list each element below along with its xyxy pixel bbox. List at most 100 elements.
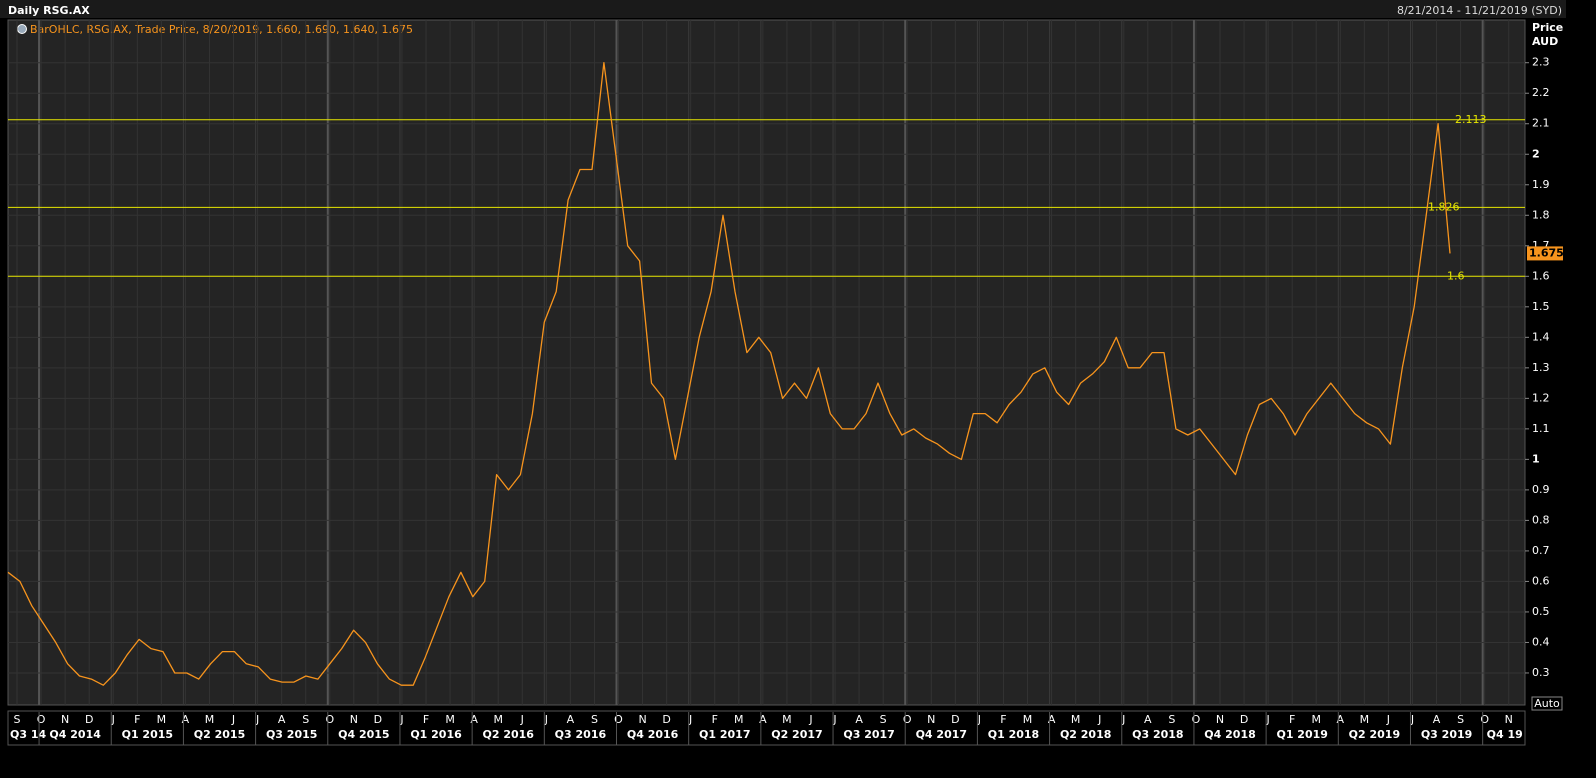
reference-label: 1.826: [1428, 200, 1460, 213]
x-month-label: J: [544, 713, 548, 726]
x-quarter-label: Q1 2019: [1276, 728, 1327, 741]
x-quarter-label: Q4 2015: [338, 728, 389, 741]
x-month-label: N: [350, 713, 358, 726]
y-tick-label: 1.1: [1532, 422, 1550, 435]
x-quarter-label: Q1 2017: [699, 728, 750, 741]
x-quarter-label: Q4 2017: [916, 728, 967, 741]
x-month-label: D: [662, 713, 670, 726]
date-range: 8/21/2014 - 11/21/2019 (SYD): [1397, 4, 1562, 17]
y-tick-label: 1.4: [1532, 330, 1550, 343]
x-month-label: J: [399, 713, 403, 726]
x-quarter-label: Q3 2015: [266, 728, 317, 741]
x-quarter-label: Q4 2014: [49, 728, 101, 741]
x-month-label: J: [255, 713, 259, 726]
y-tick-label: 1.8: [1532, 208, 1550, 221]
x-month-label: M: [782, 713, 792, 726]
x-quarter-label: Q1 2018: [988, 728, 1039, 741]
last-price-badge: [1527, 246, 1563, 261]
x-month-label: J: [1265, 713, 1269, 726]
x-month-label: S: [591, 713, 598, 726]
x-month-label: D: [951, 713, 959, 726]
y-tick-label: 1.2: [1532, 391, 1550, 404]
x-month-label: O: [1192, 713, 1201, 726]
y-tick-label: 1.3: [1532, 361, 1550, 374]
x-month-label: N: [1505, 713, 1513, 726]
legend-icon[interactable]: [17, 24, 27, 34]
x-month-label: M: [445, 713, 455, 726]
header-bar: [0, 0, 1566, 18]
x-quarter-label: Q4 19: [1487, 728, 1523, 741]
y-tick-label: 0.5: [1532, 605, 1550, 618]
reference-label: 2.113: [1455, 113, 1487, 126]
x-month-label: S: [1168, 713, 1175, 726]
x-month-label: D: [1240, 713, 1248, 726]
x-month-label: J: [688, 713, 692, 726]
x-month-label: S: [1457, 713, 1464, 726]
x-month-label: O: [37, 713, 46, 726]
x-month-label: M: [157, 713, 167, 726]
x-quarter-label: Q1 2015: [122, 728, 173, 741]
x-month-label: O: [614, 713, 623, 726]
x-month-label: N: [61, 713, 69, 726]
plot-area: [7, 19, 1526, 706]
x-month-label: N: [1216, 713, 1224, 726]
scale-mode[interactable]: Auto: [1534, 697, 1560, 710]
scale-mode-button[interactable]: [1531, 696, 1563, 711]
x-month-label: J: [520, 713, 524, 726]
x-month-label: A: [1144, 713, 1152, 726]
x-month-label: A: [1048, 713, 1056, 726]
x-quarter-label: Q3 2016: [555, 728, 607, 741]
x-month-label: A: [1433, 713, 1441, 726]
x-month-label: S: [880, 713, 887, 726]
y-tick-label: 1.5: [1532, 300, 1550, 313]
x-quarter-label: Q4 2016: [627, 728, 679, 741]
x-axis-area: [7, 710, 1526, 746]
y-tick-label: 0.9: [1532, 483, 1550, 496]
x-quarter-label: Q3 2018: [1132, 728, 1183, 741]
x-month-label: F: [134, 713, 140, 726]
y-tick-label: 0.7: [1532, 544, 1550, 557]
x-month-label: O: [325, 713, 334, 726]
x-month-label: A: [1337, 713, 1345, 726]
x-month-label: A: [567, 713, 575, 726]
x-month-label: M: [493, 713, 503, 726]
x-month-label: J: [231, 713, 235, 726]
x-month-label: M: [1023, 713, 1033, 726]
x-quarter-label: Q3 2019: [1421, 728, 1472, 741]
y-tick-label: 2: [1532, 147, 1540, 160]
x-quarter-label: Q2 2017: [771, 728, 822, 741]
x-quarter-label: Q3 2017: [843, 728, 894, 741]
x-month-label: J: [111, 713, 115, 726]
x-month-label: O: [1480, 713, 1489, 726]
x-month-label: N: [927, 713, 935, 726]
y-tick-label: 0.4: [1532, 635, 1550, 648]
x-month-label: F: [423, 713, 429, 726]
x-month-label: J: [1386, 713, 1390, 726]
y-tick-label: 0.8: [1532, 513, 1550, 526]
x-month-label: J: [1410, 713, 1414, 726]
x-month-label: D: [374, 713, 382, 726]
x-month-label: O: [903, 713, 912, 726]
x-quarter-label: Q2 2019: [1349, 728, 1400, 741]
x-month-label: J: [1097, 713, 1101, 726]
x-quarter-label: Q2 2018: [1060, 728, 1111, 741]
marks: 2.113 1.826 1.6: [7, 62, 1525, 686]
x-month-label: A: [182, 713, 190, 726]
y-axis-unit: AUD: [1532, 35, 1558, 48]
y-tick-label: 2.3: [1532, 56, 1550, 69]
x-month-label: J: [832, 713, 836, 726]
x-quarter-label: Q3 14: [10, 728, 46, 741]
y-tick-label: 2.1: [1532, 117, 1550, 130]
x-month-label: F: [1000, 713, 1006, 726]
chart-title: Daily RSG.AX: [8, 4, 90, 17]
y-tick-label: 1.9: [1532, 178, 1550, 191]
reference-label: 1.6: [1447, 269, 1465, 282]
y-tick-label: 0.6: [1532, 574, 1550, 587]
x-month-label: A: [278, 713, 286, 726]
x-quarter-label: Q4 2018: [1204, 728, 1255, 741]
x-month-label: M: [1071, 713, 1081, 726]
price-line: [7, 62, 1451, 686]
x-month-label: M: [1360, 713, 1370, 726]
